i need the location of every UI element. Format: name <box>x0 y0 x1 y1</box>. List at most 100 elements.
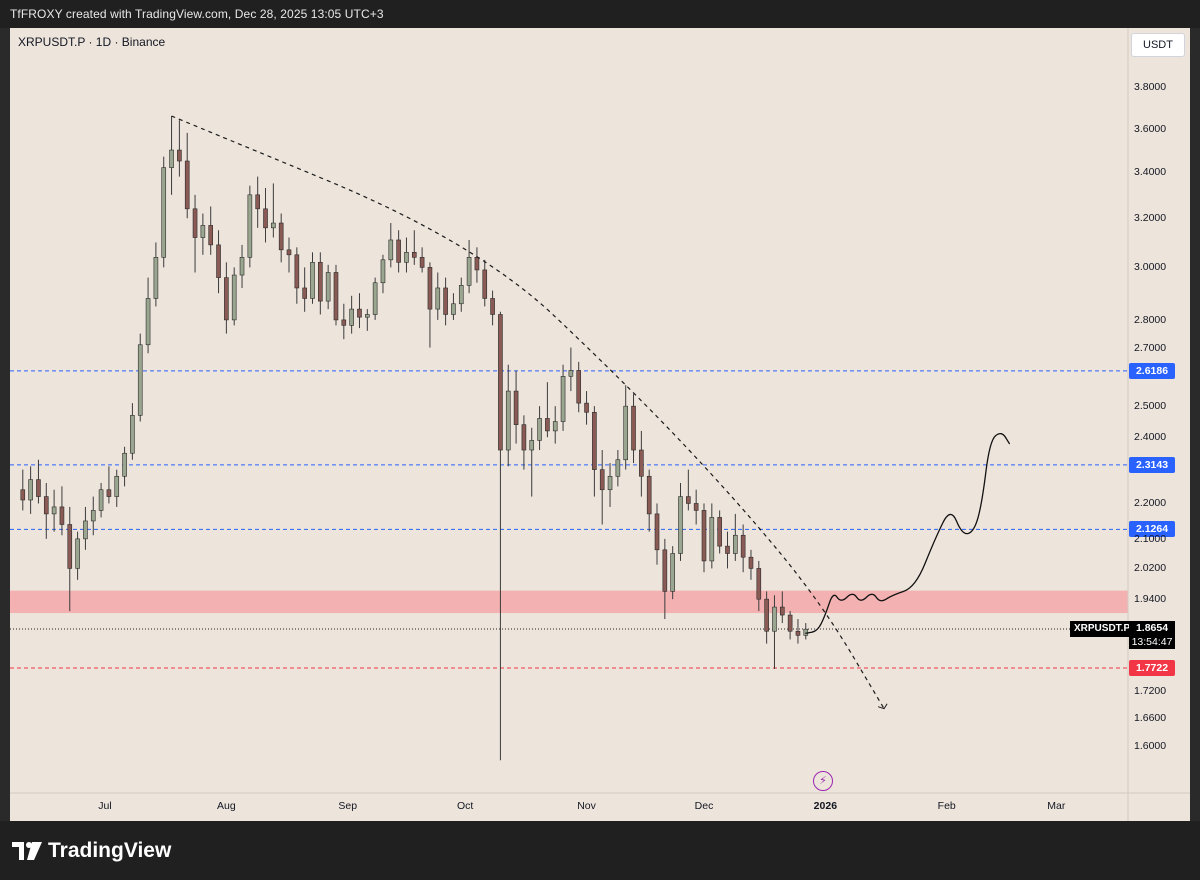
candle-body <box>545 418 550 432</box>
candle-body <box>83 520 88 540</box>
chart-canvas[interactable] <box>10 28 1190 821</box>
candle-body <box>325 272 331 302</box>
candle-body <box>130 415 135 454</box>
candle-body <box>576 370 582 404</box>
candle-body <box>51 506 57 515</box>
candle-body <box>498 314 503 451</box>
candle-body <box>43 496 49 515</box>
y-axis-tick: 1.6000 <box>1134 739 1167 752</box>
candle-body <box>686 496 691 504</box>
candle-body <box>318 262 323 302</box>
candle-body <box>584 402 589 413</box>
lightning-icon[interactable]: ⚡ <box>813 771 833 791</box>
price-line-label: 2.3143 <box>1129 456 1175 473</box>
candle-body <box>646 475 652 515</box>
candle-body <box>537 418 542 441</box>
candle-body <box>380 259 386 284</box>
y-axis-tick: 2.5000 <box>1134 400 1167 413</box>
candle-body <box>466 257 472 286</box>
candle-body <box>28 479 33 501</box>
y-axis-tick: 2.0200 <box>1134 562 1167 575</box>
symbol-info[interactable]: XRPUSDT.P · 1D · Binance <box>18 35 166 49</box>
candle-body <box>427 267 433 310</box>
x-axis-tick: Sep <box>338 800 358 812</box>
candle-body <box>748 556 754 569</box>
candle-body <box>725 545 730 554</box>
last-price-label: 1.8654 13:54:47 <box>1129 621 1175 650</box>
candle-body <box>302 287 307 299</box>
y-axis-tick: 3.2000 <box>1134 212 1167 225</box>
candle-body <box>529 440 535 451</box>
header-bar: TfFROXY created with TradingView.com, De… <box>0 0 1200 28</box>
candle-body <box>662 549 668 592</box>
candle-body <box>521 424 527 451</box>
candle-body <box>396 239 401 263</box>
trendline-dashed <box>171 115 885 710</box>
candle-body <box>36 479 41 497</box>
candle-body <box>200 225 206 238</box>
tradingview-brand: TradingView <box>48 839 172 862</box>
trendline-end-mark <box>877 703 888 710</box>
candle-body <box>239 257 245 276</box>
candle-body <box>419 257 425 268</box>
x-axis-tick: 2026 <box>813 800 838 812</box>
currency-selector[interactable]: USDT <box>1131 33 1185 57</box>
header-attribution: TfFROXY created with TradingView.com, De… <box>10 7 384 21</box>
last-price-value: 1.8654 <box>1135 622 1169 635</box>
candle-body <box>20 489 26 501</box>
x-axis-tick: Aug <box>217 800 236 812</box>
candle-body <box>169 149 174 168</box>
candle-body <box>435 287 441 310</box>
footer-bar: TradingView <box>0 821 1200 880</box>
candle-body <box>552 421 558 432</box>
candle-body <box>513 390 519 425</box>
y-axis-tick: 2.4000 <box>1134 431 1167 444</box>
candle-body <box>451 303 456 315</box>
price-line-label: 2.1264 <box>1129 521 1175 538</box>
candle-body <box>693 503 699 511</box>
candle-body <box>357 308 362 318</box>
candle-body <box>670 553 675 592</box>
candle-body <box>701 510 707 562</box>
y-axis-tick: 3.4000 <box>1134 166 1167 179</box>
candle-body <box>623 405 628 461</box>
bar-countdown: 13:54:47 <box>1131 636 1173 649</box>
candle-body <box>184 160 190 210</box>
tradingview-logo[interactable]: TradingView <box>12 839 171 863</box>
candle-body <box>161 167 167 258</box>
candle-body <box>803 628 809 636</box>
candle-body <box>365 314 370 318</box>
y-axis-tick: 2.1000 <box>1134 532 1167 545</box>
candle-body <box>255 194 260 210</box>
candle-body <box>443 287 448 315</box>
candle-body <box>67 524 73 569</box>
candle-body <box>772 606 777 632</box>
candle-body <box>192 208 198 238</box>
candle-body <box>278 222 284 251</box>
candle-body <box>709 517 715 562</box>
candle-body <box>592 411 597 470</box>
chart-area[interactable]: XRPUSDT.P · 1D · Binance USDT 2.6186 2.31… <box>10 28 1190 821</box>
tradingview-logo-icon <box>12 842 42 860</box>
y-axis-tick: 2.8000 <box>1134 313 1167 326</box>
candle-body <box>404 252 409 263</box>
candle-body <box>294 254 300 289</box>
projection-path <box>805 433 1011 634</box>
candle-body <box>654 513 660 551</box>
candle-body <box>560 376 566 422</box>
candle-body <box>349 308 354 326</box>
candle-body <box>458 285 464 305</box>
candle-body <box>474 257 480 271</box>
candle-body <box>482 269 488 299</box>
candle-body <box>372 282 378 315</box>
x-axis-tick: Dec <box>694 800 714 812</box>
x-axis-tick: Mar <box>1047 800 1066 812</box>
candle-body <box>208 225 214 246</box>
candle-body <box>631 405 636 451</box>
candle-body <box>779 606 785 616</box>
candle-body <box>740 534 746 558</box>
candle-body <box>615 459 621 477</box>
x-axis-tick: Jul <box>98 800 112 812</box>
candle-body <box>505 390 511 451</box>
x-axis-tick: Feb <box>937 800 956 812</box>
